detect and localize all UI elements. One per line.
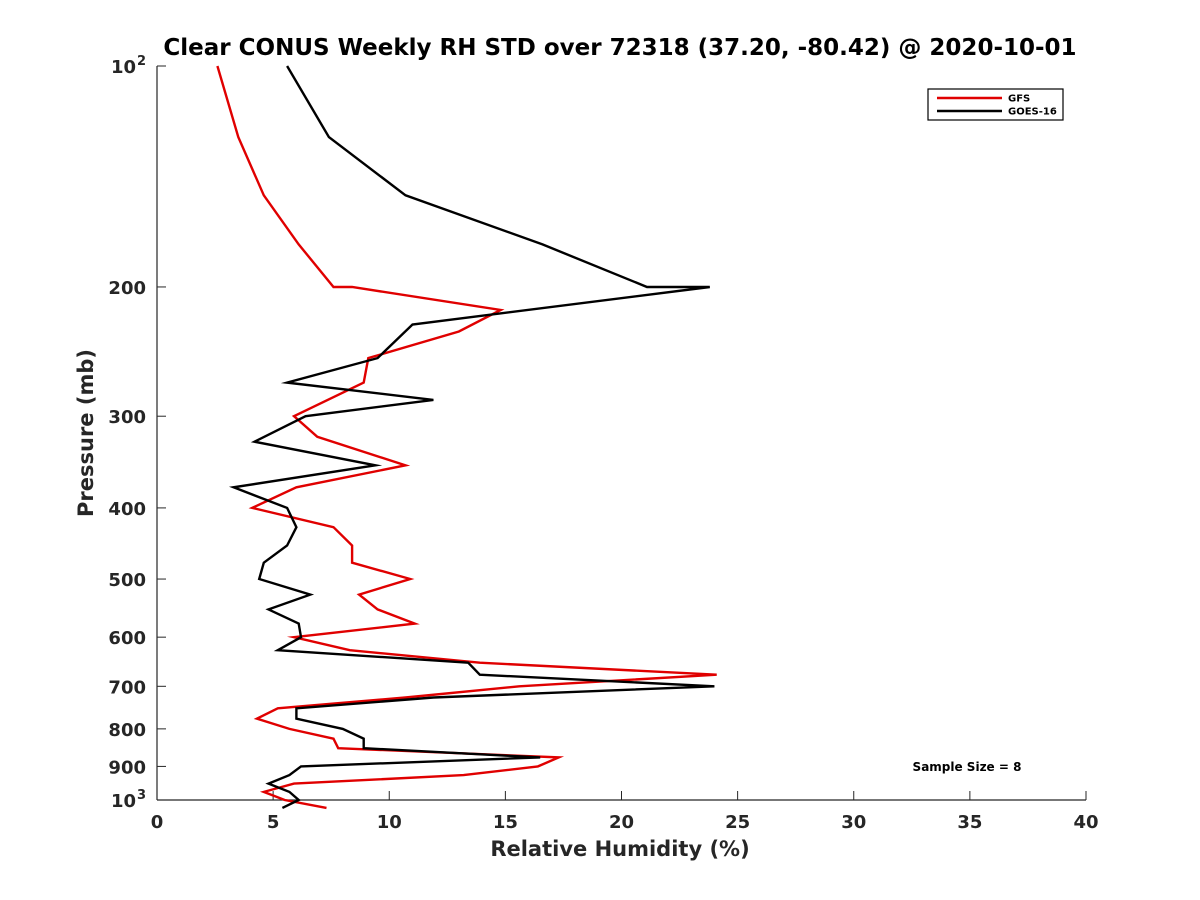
y-tick-exponent: 3 (137, 788, 146, 803)
series-layer (216, 65, 717, 810)
y-tick-label: 700 (108, 677, 146, 698)
y-tick-label: 900 (108, 757, 146, 778)
series-line-goes-16 (228, 65, 715, 809)
y-tick-label: 10 (111, 791, 136, 812)
legend-label: GFS (1008, 94, 1030, 105)
x-tick-label: 40 (1073, 812, 1098, 833)
x-tick-label: 5 (267, 812, 280, 833)
x-tick-label: 25 (725, 812, 750, 833)
y-tick-label: 200 (108, 278, 146, 299)
y-tick-exponent: 2 (137, 54, 146, 69)
y-tick-label: 400 (108, 499, 146, 520)
chart-title: Clear CONUS Weekly RH STD over 72318 (37… (163, 35, 1076, 61)
legend-label: GOES-16 (1008, 107, 1057, 118)
y-axis-label: Pressure (mb) (74, 349, 98, 517)
y-tick-label: 300 (108, 407, 146, 428)
y-tick-label: 500 (108, 570, 146, 591)
x-tick-label: 0 (151, 812, 164, 833)
y-tick-label: 600 (108, 628, 146, 649)
x-tick-label: 35 (957, 812, 982, 833)
x-axis-label: Relative Humidity (%) (490, 837, 749, 861)
sample-size-annotation: Sample Size = 8 (913, 760, 1022, 774)
x-tick-label: 10 (377, 812, 402, 833)
y-tick-label: 800 (108, 720, 146, 741)
x-tick-label: 20 (609, 812, 634, 833)
legend: GFS GOES-16 (927, 88, 1064, 121)
y-tick-label: 10 (111, 57, 136, 78)
x-tick-label: 30 (841, 812, 866, 833)
legend-box (927, 88, 1064, 121)
x-tick-label: 15 (493, 812, 518, 833)
